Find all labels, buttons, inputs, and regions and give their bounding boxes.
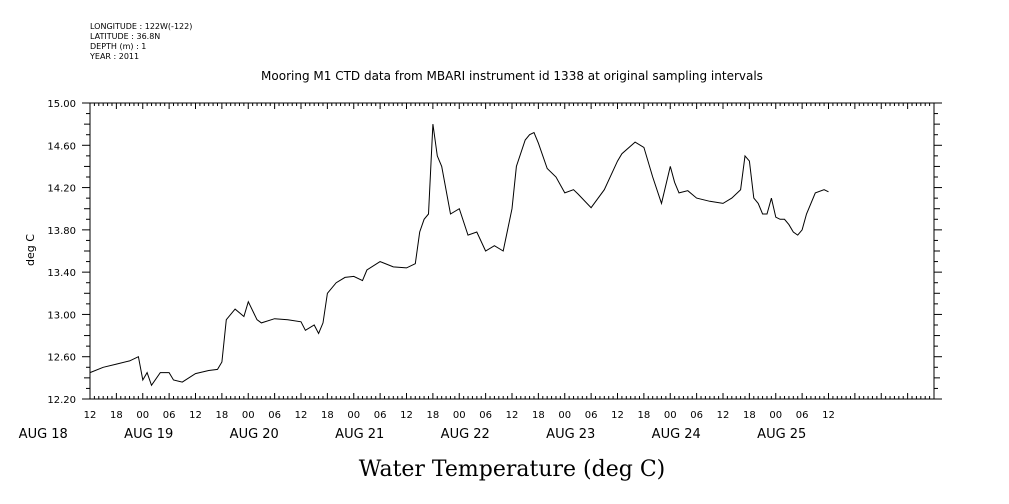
x-tick-label: 12 (506, 410, 519, 421)
y-tick-label: 15.00 (47, 99, 76, 110)
latitude-label: LATITUDE : 36.8N (90, 32, 161, 41)
x-tick-labels: 12 18 00 06 12 18 00 06 12 18 00 06 12 18 00 06 12 18 00 06… (84, 410, 835, 421)
x-tick-label: 06 (585, 410, 598, 421)
x-tick-label: 12 (717, 410, 730, 421)
longitude-label: LONGITUDE : 122W(-122) (90, 22, 193, 31)
date-label: AUG 22 (441, 427, 490, 442)
x-tick-label: 12 (84, 410, 97, 421)
y-tick-labels: 12.20 12.60 13.00 13.40 13.80 14.20 14.60 15.00 (47, 99, 76, 406)
y-tick-label: 13.40 (47, 268, 76, 279)
x-tick-label: 00 (664, 410, 677, 421)
plot-metadata: LONGITUDE : 122W(-122) LATITUDE : 36.8N … (90, 22, 192, 62)
x-tick-label: 00 (769, 410, 782, 421)
x-tick-label: 00 (558, 410, 571, 421)
y-tick-label: 13.80 (47, 226, 76, 237)
x-tick-label: 18 (216, 410, 229, 421)
date-label: AUG 21 (335, 427, 384, 442)
x-tick-label: 12 (611, 410, 624, 421)
x-tick-label: 18 (321, 410, 334, 421)
date-labels: AUG 18 AUG 19 AUG 20 AUG 21 AUG 22 AUG 23 AUG … (19, 427, 807, 442)
x-tick-label: 06 (374, 410, 387, 421)
x-tick-label: 06 (796, 410, 809, 421)
x-tick-label: 06 (268, 410, 281, 421)
series-line (89, 124, 829, 387)
year-label: YEAR : 2011 (90, 52, 140, 61)
date-label: AUG 25 (757, 427, 806, 442)
y-tick-label: 14.60 (47, 141, 76, 152)
y-tick-label: 14.20 (47, 184, 76, 195)
x-tick-label: 12 (295, 410, 308, 421)
x-tick-label: 00 (136, 410, 149, 421)
x-tick-label: 00 (347, 410, 360, 421)
x-tick-label: 12 (822, 410, 835, 421)
date-label: AUG 20 (230, 427, 279, 442)
axis-ticks (82, 102, 942, 400)
y-tick-label: 13.00 (47, 310, 76, 321)
x-tick-label: 06 (479, 410, 492, 421)
x-tick-label: 12 (400, 410, 413, 421)
x-tick-label: 18 (743, 410, 756, 421)
x-tick-label: 18 (532, 410, 545, 421)
date-label: AUG 23 (546, 427, 595, 442)
x-tick-label: 18 (110, 410, 123, 421)
x-tick-label: 00 (242, 410, 255, 421)
x-tick-label: 06 (690, 410, 703, 421)
x-tick-label: 06 (163, 410, 176, 421)
y-axis-label: deg C (24, 234, 37, 266)
plot-frame (89, 102, 935, 400)
date-label: AUG 18 (19, 427, 68, 442)
x-tick-label: 12 (189, 410, 202, 421)
y-tick-label: 12.20 (47, 395, 76, 406)
y-tick-label: 12.60 (47, 353, 76, 364)
date-label: AUG 24 (652, 427, 701, 442)
depth-label: DEPTH (m) : 1 (90, 42, 147, 51)
x-axis-label: Water Temperature (deg C) (359, 457, 666, 482)
x-tick-label: 18 (427, 410, 440, 421)
x-tick-label: 18 (638, 410, 651, 421)
chart-title: Mooring M1 CTD data from MBARI instrumen… (261, 69, 763, 83)
date-label: AUG 19 (124, 427, 173, 442)
x-tick-label: 00 (453, 410, 466, 421)
